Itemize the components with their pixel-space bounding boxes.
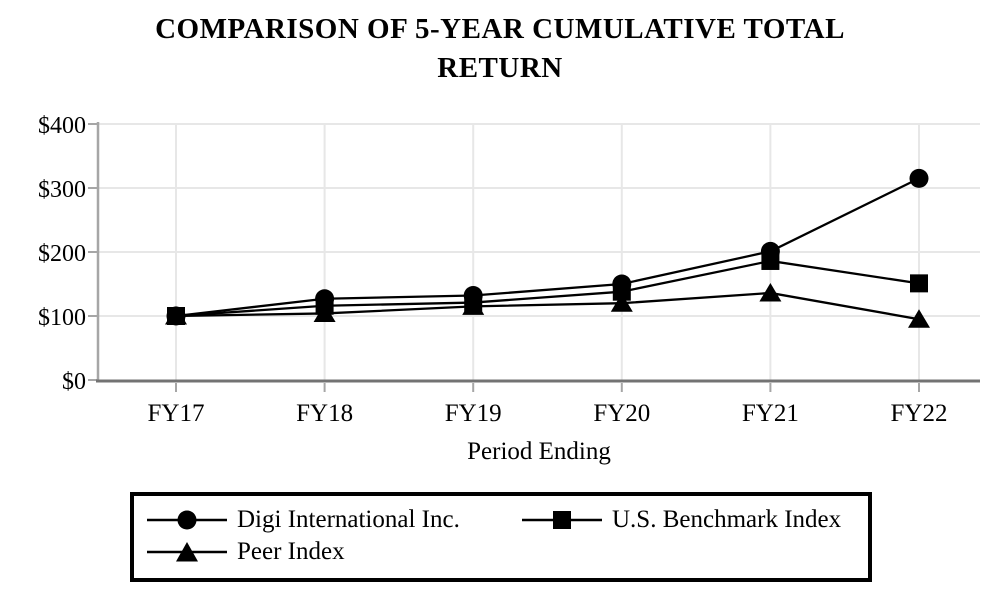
y-tick-label-0: $0 [62,369,86,395]
marker-triangle-FY19 [462,296,485,315]
legend-row-2: Peer Index [147,536,868,568]
square-marker-icon [522,511,602,529]
x-tick-label-FY18: FY18 [296,400,353,427]
series-line-0 [175,177,920,318]
legend-row-1: Digi International Inc. U.S. Benchmark I… [147,504,868,536]
marker-square-FY20 [612,282,631,301]
legend-label-digi-international: Digi International Inc. [237,506,460,533]
x-tick-label-FY19: FY19 [445,400,502,427]
triangle-marker-icon [147,542,227,562]
x-tick-label-FY20: FY20 [593,400,650,427]
marker-triangle-FY22 [908,309,930,328]
legend: Digi International Inc. U.S. Benchmark I… [130,492,872,582]
legend-label-peer-index: Peer Index [237,538,345,565]
marker-square-FY22 [910,274,928,293]
x-axis-title: Period Ending [467,438,611,465]
series-line-1 [175,259,920,318]
y-tick-label-100: $100 [38,305,86,331]
legend-item-us-benchmark: U.S. Benchmark Index [522,507,841,533]
series-line-2 [175,291,920,321]
x-tick-label-FY17: FY17 [148,400,205,427]
circle-marker-icon [147,510,227,530]
marker-triangle-FY17 [165,306,187,325]
x-tick-label-FY22: FY22 [891,400,948,427]
marker-triangle-FY20 [610,293,633,312]
x-tick-label-FY21: FY21 [742,400,799,427]
y-tick-label-400: $400 [38,113,86,139]
y-tick-label-200: $200 [38,241,86,267]
legend-item-digi-international: Digi International Inc. [147,507,522,533]
marker-square-FY21 [761,251,780,270]
chart-title: COMPARISON OF 5-YEAR CUMULATIVE TOTAL RE… [155,13,845,84]
marker-circle-FY22 [909,168,929,188]
marker-triangle-FY18 [313,303,336,322]
y-tick-label-300: $300 [38,177,86,203]
legend-label-us-benchmark: U.S. Benchmark Index [612,506,842,533]
legend-item-peer-index: Peer Index [147,539,522,565]
marker-triangle-FY21 [759,282,782,302]
